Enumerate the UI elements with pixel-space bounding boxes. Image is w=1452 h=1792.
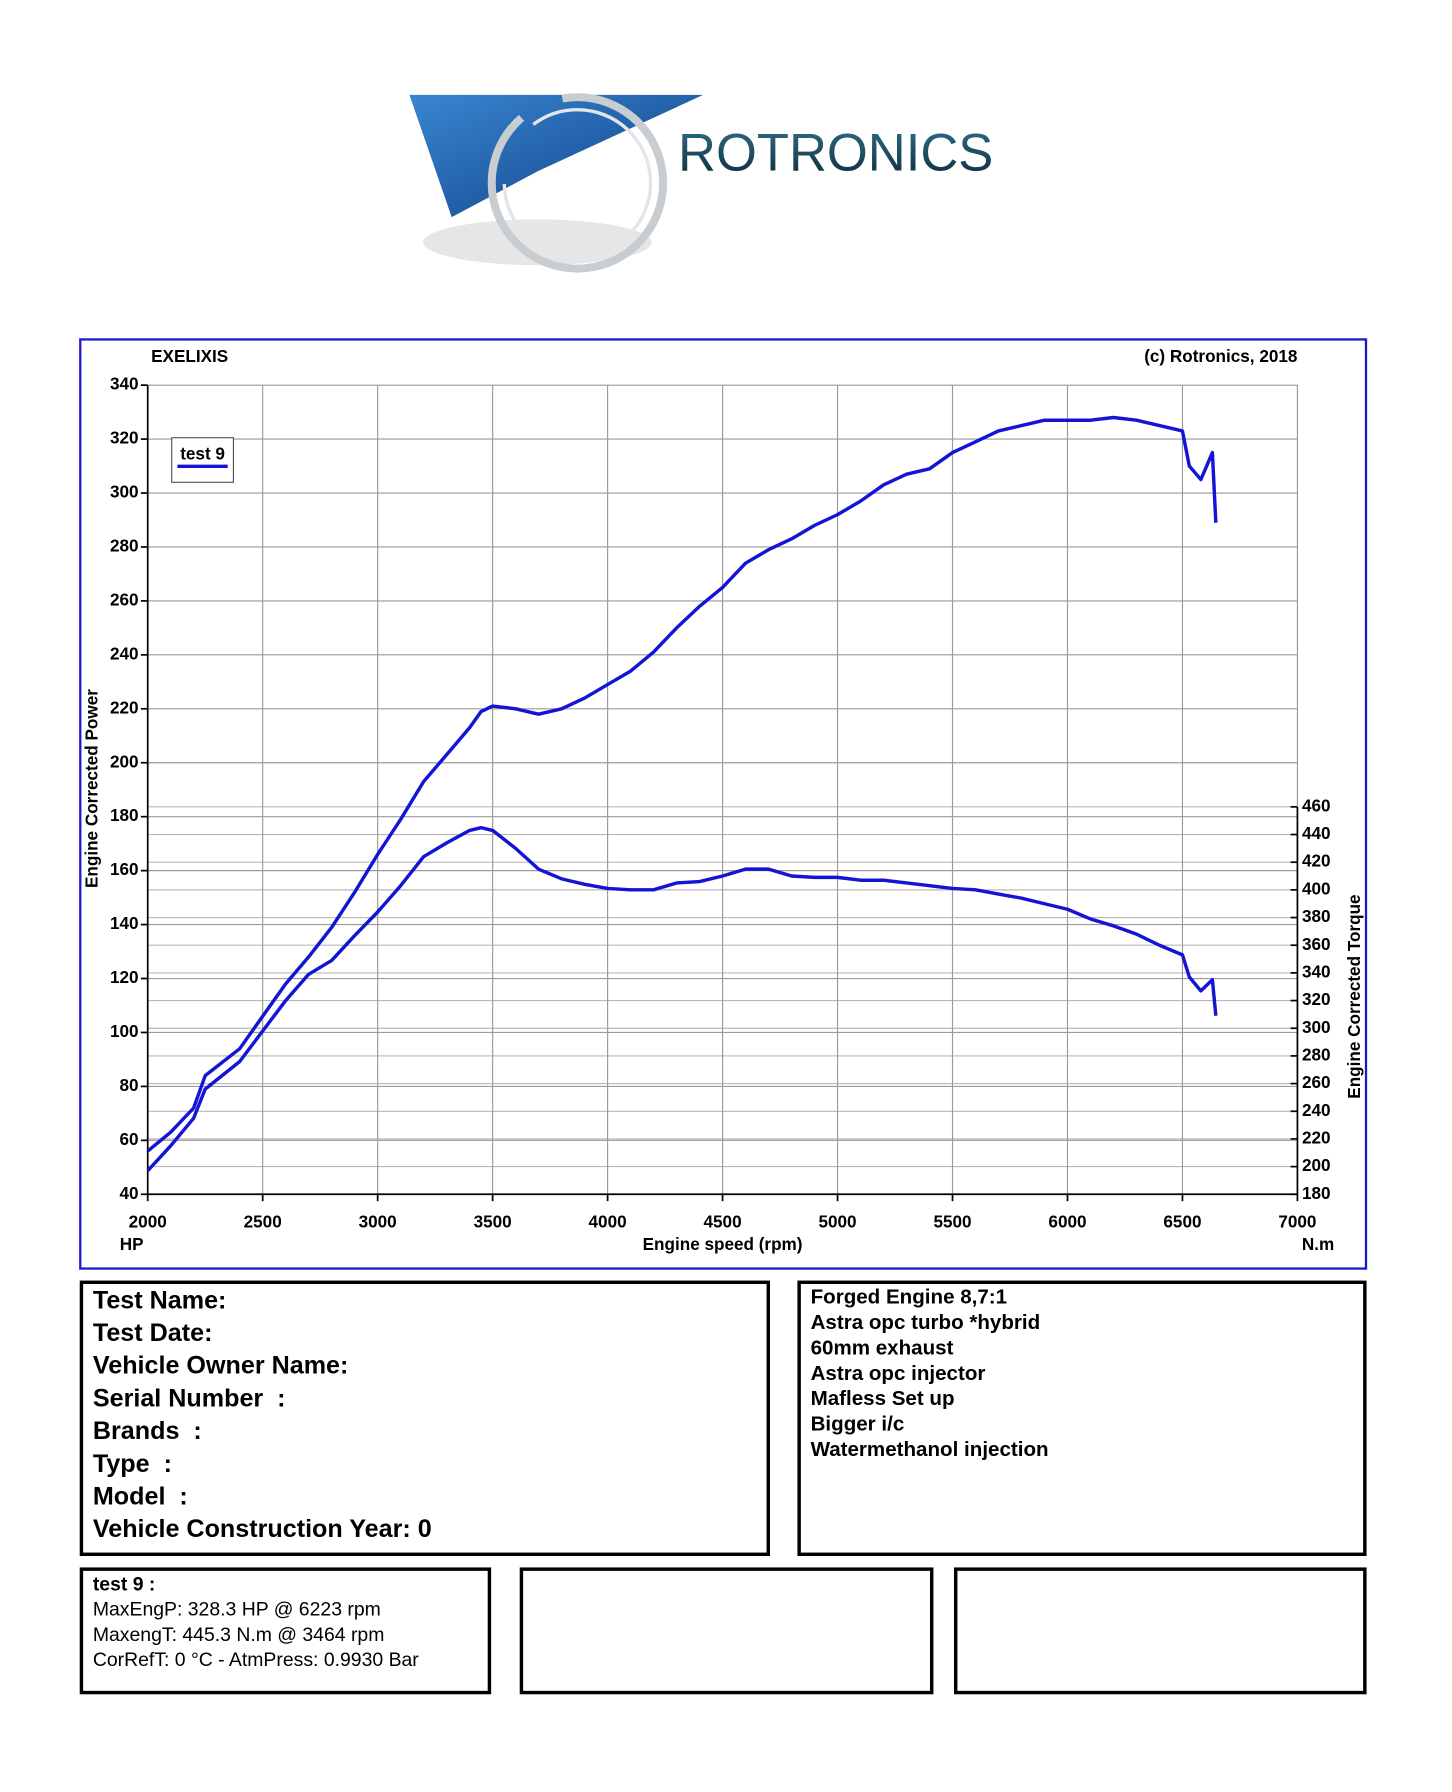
result-line: MaxEngP: 328.3 HP @ 6223 rpm (93, 1598, 381, 1620)
y2-tick-label: 340 (1302, 961, 1331, 981)
y-tick-label: 320 (110, 428, 139, 448)
vehicle-field: Type : (93, 1450, 172, 1478)
x-tick-label: 5000 (818, 1211, 856, 1231)
note: Forged Engine 8,7:1 (811, 1286, 1008, 1309)
vehicle-field: Brands : (93, 1417, 202, 1445)
y2-tick-label: 220 (1302, 1127, 1331, 1147)
result-line: CorRefT: 0 °C - AtmPress: 0.9930 Bar (93, 1649, 419, 1671)
results-title: test 9 : (93, 1573, 156, 1595)
y-tick-label: 220 (110, 697, 139, 717)
series-line (146, 415, 1218, 1153)
vehicle-box (79, 1280, 770, 1556)
y2-tick-label: 380 (1302, 906, 1331, 926)
x-tick-label: 4500 (704, 1211, 742, 1231)
note: Mafless Set up (811, 1387, 955, 1410)
x-tick-label: 3000 (359, 1211, 397, 1231)
vehicle-field: Serial Number : (93, 1384, 286, 1412)
note: Astra opc turbo *hybrid (811, 1311, 1041, 1334)
notes-box (797, 1280, 1367, 1556)
y2-tick-label: 320 (1302, 989, 1331, 1009)
x-tick-label: 2500 (244, 1211, 282, 1231)
legend-label: test 9 (180, 443, 225, 463)
x-tick-label: 5500 (933, 1211, 971, 1231)
y-tick-label: 40 (120, 1183, 139, 1203)
vehicle-field: Vehicle Owner Name: (93, 1352, 349, 1380)
y2-unit: N.m (1302, 1234, 1334, 1254)
y2-tick-label: 400 (1302, 878, 1331, 898)
y2-tick-label: 200 (1302, 1155, 1331, 1175)
vehicle-field: Vehicle Construction Year: 0 (93, 1515, 432, 1543)
y-axis-label: Engine Corrected Power (81, 689, 101, 888)
y-tick-label: 340 (110, 374, 139, 394)
y-tick-label: 240 (110, 643, 139, 663)
result-line: MaxengT: 445.3 N.m @ 3464 rpm (93, 1624, 385, 1646)
y2-tick-label: 460 (1302, 795, 1331, 815)
y-tick-label: 140 (110, 913, 139, 933)
logo: ROTRONICS (409, 93, 993, 273)
chart-title: EXELIXIS (151, 346, 228, 366)
empty-box (519, 1567, 934, 1695)
y-tick-label: 180 (110, 805, 139, 825)
plot: 180 200 220 240 260 280 300 320 340 360 380 400 420 4… (110, 374, 1331, 1232)
y-tick-label: 200 (110, 751, 139, 771)
x-tick-label: 2000 (129, 1211, 167, 1231)
y2-tick-label: 180 (1302, 1183, 1331, 1203)
y2-axis-label: Engine Corrected Torque (1344, 894, 1364, 1098)
y2-tick-label: 240 (1302, 1100, 1331, 1120)
chart-frame (79, 338, 1368, 1270)
y2-tick-label: 420 (1302, 851, 1331, 871)
y-tick-label: 120 (110, 967, 139, 987)
vehicle-field: Test Date: (93, 1319, 213, 1347)
y-tick-label: 160 (110, 859, 139, 879)
y2-tick-label: 360 (1302, 934, 1331, 954)
y-tick-label: 260 (110, 589, 139, 609)
vehicle-field: Test Name: (93, 1286, 227, 1314)
y-tick-label: 60 (120, 1129, 139, 1149)
x-tick-label: 4000 (589, 1211, 627, 1231)
x-tick-label: 7000 (1278, 1211, 1316, 1231)
note: 60mm exhaust (811, 1336, 954, 1359)
vehicle-field: Model : (93, 1482, 188, 1510)
x-tick-label: 6000 (1048, 1211, 1086, 1231)
chart-subtitle: (c) Rotronics, 2018 (1144, 346, 1297, 366)
y-tick-label: 100 (110, 1021, 139, 1041)
y-tick-label: 80 (120, 1075, 139, 1095)
x-axis-label: Engine speed (rpm) (643, 1234, 803, 1254)
note: Bigger i/c (811, 1413, 905, 1436)
y2-tick-label: 260 (1302, 1072, 1331, 1092)
empty-box (954, 1567, 1367, 1695)
series-line (146, 825, 1218, 1172)
y-tick-label: 300 (110, 482, 139, 502)
results-box (79, 1567, 492, 1695)
y2-tick-label: 440 (1302, 823, 1331, 843)
x-tick-label: 3500 (474, 1211, 512, 1231)
y-unit: HP (120, 1234, 144, 1254)
logo-text: ROTRONICS (678, 123, 993, 182)
x-tick-label: 6500 (1163, 1211, 1201, 1231)
info: Test Name: Test Date: Vehicle Owner Name: S… (93, 1286, 1049, 1671)
note: Watermethanol injection (811, 1438, 1049, 1461)
legend-box (171, 437, 234, 483)
y-tick-label: 280 (110, 536, 139, 556)
y2-tick-label: 300 (1302, 1017, 1331, 1037)
y2-tick-label: 280 (1302, 1044, 1331, 1064)
note: Astra opc injector (811, 1362, 986, 1385)
